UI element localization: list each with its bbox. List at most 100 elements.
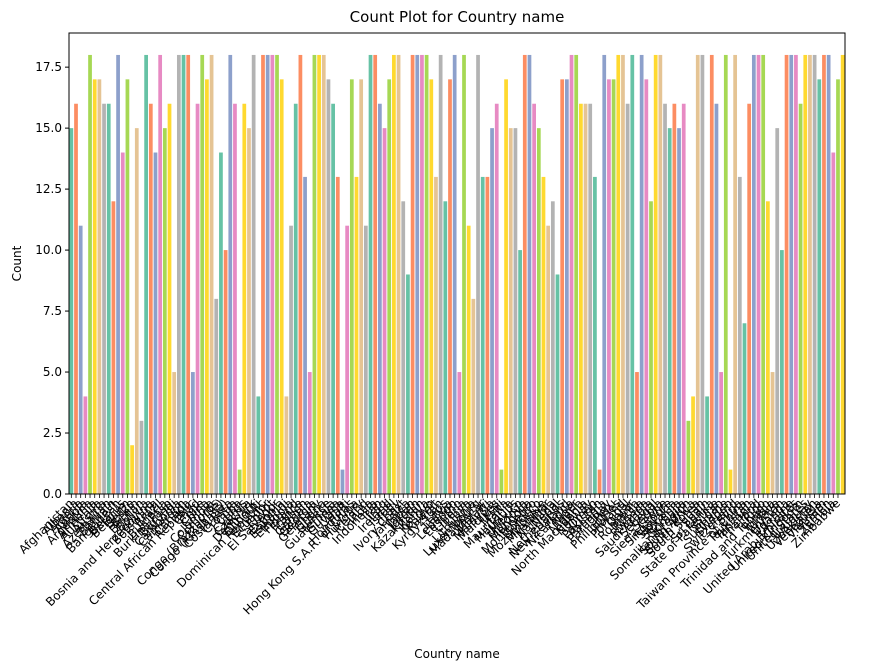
bar	[354, 176, 359, 494]
bar	[438, 54, 443, 494]
bar	[111, 201, 116, 495]
bar	[527, 54, 532, 494]
bar	[406, 274, 410, 494]
bar	[331, 103, 335, 495]
bar	[116, 54, 120, 494]
bar	[74, 103, 78, 495]
bar	[261, 54, 265, 494]
bar	[102, 103, 106, 495]
bar	[237, 469, 242, 494]
bar	[789, 54, 794, 494]
plot-frame	[68, 32, 846, 495]
bar	[321, 54, 326, 494]
bar	[242, 103, 247, 495]
bar	[410, 54, 415, 494]
bar	[265, 54, 270, 494]
y-tick-label: 7.5	[43, 304, 62, 318]
bar	[247, 128, 251, 494]
x-axis: AfghanistanAlbaniaAlgeriaAngolaArgentina…	[16, 494, 843, 617]
bar	[611, 79, 616, 494]
bar	[541, 176, 546, 494]
bar	[415, 54, 420, 494]
bar	[209, 54, 214, 494]
bar	[504, 79, 508, 494]
bar	[162, 128, 167, 494]
bar	[602, 54, 607, 494]
bar	[579, 103, 583, 495]
bar	[424, 54, 429, 494]
bar	[172, 372, 177, 494]
bar	[831, 152, 836, 494]
bar	[452, 54, 457, 494]
bar	[312, 54, 317, 494]
bar	[303, 176, 307, 494]
bar	[499, 469, 504, 494]
bar	[784, 54, 789, 494]
bar	[555, 274, 560, 494]
bar	[667, 128, 672, 494]
bar	[335, 176, 340, 494]
y-tick-label: 17.5	[35, 60, 62, 74]
bar	[270, 54, 275, 494]
bar	[751, 54, 756, 494]
bar	[621, 54, 625, 494]
bar	[392, 54, 396, 494]
bar	[181, 54, 186, 494]
bar	[125, 79, 130, 494]
bar	[317, 54, 321, 494]
bar	[378, 103, 382, 495]
bar	[340, 469, 345, 494]
bar	[522, 54, 527, 494]
bar	[420, 54, 424, 494]
bar	[663, 103, 667, 495]
bar	[471, 298, 476, 494]
bar	[195, 103, 200, 495]
bar	[349, 79, 354, 494]
bar	[382, 128, 387, 494]
bar	[705, 396, 709, 494]
bar	[714, 103, 719, 495]
bar	[639, 54, 644, 494]
bar	[223, 250, 228, 494]
bar	[677, 128, 681, 494]
bar	[144, 54, 148, 494]
bar	[574, 54, 579, 494]
bar	[808, 54, 812, 494]
bar	[672, 103, 677, 495]
bar	[518, 250, 522, 494]
bar	[368, 54, 373, 494]
bar	[256, 396, 261, 494]
bar	[251, 54, 256, 494]
bar	[148, 103, 153, 495]
bar	[233, 103, 237, 495]
bar	[737, 176, 742, 494]
bar	[457, 372, 462, 494]
bar	[490, 128, 494, 494]
y-tick-label: 0.0	[43, 487, 62, 501]
bar	[130, 445, 134, 494]
bar	[775, 128, 780, 494]
bar	[766, 201, 770, 495]
y-tick-label: 5.0	[43, 365, 62, 379]
y-tick-label: 12.5	[35, 182, 62, 196]
bar	[681, 103, 686, 495]
bar	[644, 79, 649, 494]
bars-group	[69, 54, 845, 495]
bar	[401, 201, 406, 495]
bar	[228, 54, 233, 494]
bar	[728, 469, 733, 494]
y-axis-label: Count	[10, 245, 24, 281]
bar	[649, 201, 653, 495]
bar	[550, 201, 555, 495]
bar	[770, 372, 775, 494]
bar	[363, 225, 368, 494]
bar	[822, 54, 826, 494]
bar	[635, 372, 639, 494]
bar	[817, 79, 822, 494]
bar	[761, 54, 766, 494]
bar	[92, 79, 97, 494]
bar	[733, 54, 738, 494]
bar	[139, 420, 144, 494]
bar	[485, 176, 490, 494]
bar	[723, 54, 728, 494]
